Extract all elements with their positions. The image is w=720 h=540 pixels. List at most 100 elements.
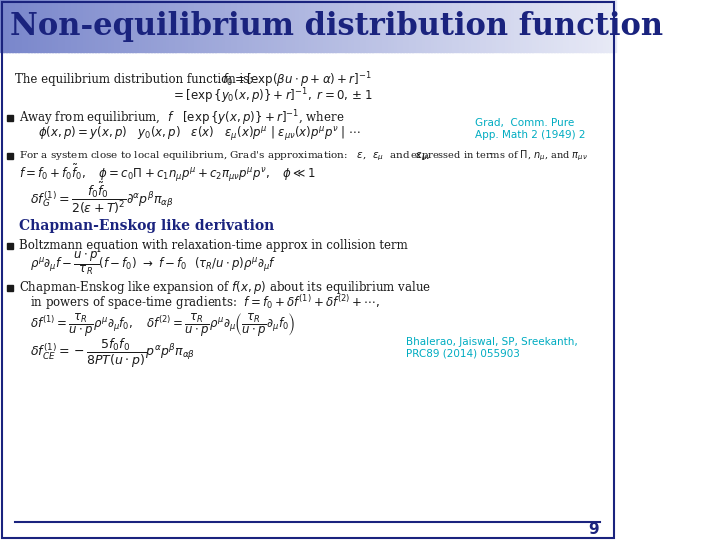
Bar [351, 0, 355, 52]
Bar [533, 0, 536, 52]
Text: For a system close to local equilibrium, Grad's approximation:   $\varepsilon$, : For a system close to local equilibrium,… [19, 149, 431, 163]
Bar [431, 0, 435, 52]
Bar [104, 0, 109, 52]
Bar [567, 0, 570, 52]
Bar [181, 0, 186, 52]
Bar [384, 0, 389, 52]
Bar [249, 0, 253, 52]
Bar [345, 0, 348, 52]
Bar [225, 0, 229, 52]
Bar [169, 0, 174, 52]
Bar [379, 0, 382, 52]
Bar [43, 0, 47, 52]
Bar [477, 0, 481, 52]
Text: $\rho^\mu\partial_\mu f - \dfrac{u\cdot p}{\tau_R}(f - f_0)\ \rightarrow\ f - f_: $\rho^\mu\partial_\mu f - \dfrac{u\cdot … [30, 251, 276, 278]
Bar [560, 0, 564, 52]
Bar [188, 0, 192, 52]
Bar [348, 0, 352, 52]
Bar [600, 0, 604, 52]
Text: $f = f_0 + f_0\tilde{f}_0,\quad \phi = c_0\Pi + c_1 n_\mu p^\mu + c_2 \pi_{\mu\n: $f = f_0 + f_0\tilde{f}_0,\quad \phi = c… [19, 163, 315, 184]
Bar [541, 0, 546, 52]
Bar [120, 0, 124, 52]
Bar [197, 0, 201, 52]
Bar [418, 0, 423, 52]
Text: The equilibrium distribution function is:: The equilibrium distribution function is… [15, 73, 253, 86]
Bar [22, 0, 25, 52]
Bar [0, 0, 4, 52]
Bar [440, 0, 444, 52]
Bar [243, 0, 247, 52]
Bar [410, 0, 413, 52]
Bar [253, 0, 256, 52]
Bar [486, 0, 490, 52]
Bar [360, 0, 364, 52]
Bar [268, 0, 271, 52]
Bar [150, 0, 155, 52]
Bar [468, 0, 472, 52]
Bar [572, 0, 577, 52]
Bar [271, 0, 275, 52]
Bar [234, 0, 238, 52]
Bar [219, 0, 222, 52]
Bar [406, 0, 410, 52]
Bar [311, 0, 315, 52]
Bar [163, 0, 167, 52]
Bar [96, 0, 99, 52]
Text: Boltzmann equation with relaxation-time approx in collision term: Boltzmann equation with relaxation-time … [19, 240, 408, 253]
Bar [307, 0, 312, 52]
Bar [117, 0, 121, 52]
Bar [212, 0, 216, 52]
Bar [437, 0, 441, 52]
Bar [434, 0, 438, 52]
Bar [459, 0, 462, 52]
Bar [9, 0, 13, 52]
Bar [58, 0, 63, 52]
Bar [280, 0, 284, 52]
Bar [289, 0, 293, 52]
Bar [166, 0, 170, 52]
Bar [539, 0, 543, 52]
Bar [203, 0, 207, 52]
Bar [142, 0, 145, 52]
Bar [261, 0, 266, 52]
Bar [490, 0, 493, 52]
Bar [388, 0, 392, 52]
Text: expressed in terms of $\Pi$, $n_\mu$, and $\pi_{\mu\nu}$: expressed in terms of $\Pi$, $n_\mu$, an… [410, 149, 588, 163]
Bar [603, 0, 607, 52]
Bar [92, 0, 96, 52]
Bar [456, 0, 459, 52]
Bar [246, 0, 250, 52]
Bar [277, 0, 281, 52]
Text: Grad,  Comm. Pure
App. Math 2 (1949) 2: Grad, Comm. Pure App. Math 2 (1949) 2 [474, 118, 585, 140]
Bar [464, 0, 469, 52]
Bar [55, 0, 59, 52]
Bar [413, 0, 416, 52]
Text: Chapman-Enskog like expansion of $f(x,p)$ about its equilibrium value: Chapman-Enskog like expansion of $f(x,p)… [19, 280, 431, 296]
Text: $f_0 = [\exp(\beta u\cdot p + \alpha) + r]^{-1}$: $f_0 = [\exp(\beta u\cdot p + \alpha) + … [222, 70, 372, 90]
Bar [394, 0, 398, 52]
Bar [317, 0, 321, 52]
Bar [354, 0, 358, 52]
Bar [19, 0, 22, 52]
Text: $\delta f_G^{(1)} = \dfrac{f_0\tilde{f}_0}{2(\varepsilon + T)^2}\partial^\alpha : $\delta f_G^{(1)} = \dfrac{f_0\tilde{f}_… [30, 180, 174, 216]
Text: Non-equilibrium distribution function: Non-equilibrium distribution function [10, 10, 663, 42]
Bar [425, 0, 428, 52]
Bar [338, 0, 343, 52]
Bar [191, 0, 195, 52]
Bar [89, 0, 93, 52]
Bar [3, 0, 7, 52]
Bar [397, 0, 401, 52]
Text: $\phi(x, p) = y(x, p)$   $y_0(x,p)$   $\varepsilon(x)$   $\varepsilon_\mu(x)p^\m: $\phi(x, p) = y(x, p)$ $y_0(x,p)$ $\vare… [38, 125, 361, 143]
Bar [299, 0, 302, 52]
Bar [99, 0, 102, 52]
Bar [323, 0, 327, 52]
Bar [403, 0, 407, 52]
Bar [31, 0, 35, 52]
Bar [495, 0, 500, 52]
Bar [597, 0, 601, 52]
Bar [551, 0, 555, 52]
Bar [83, 0, 87, 52]
Bar [6, 0, 10, 52]
Bar [314, 0, 318, 52]
Bar [391, 0, 395, 52]
